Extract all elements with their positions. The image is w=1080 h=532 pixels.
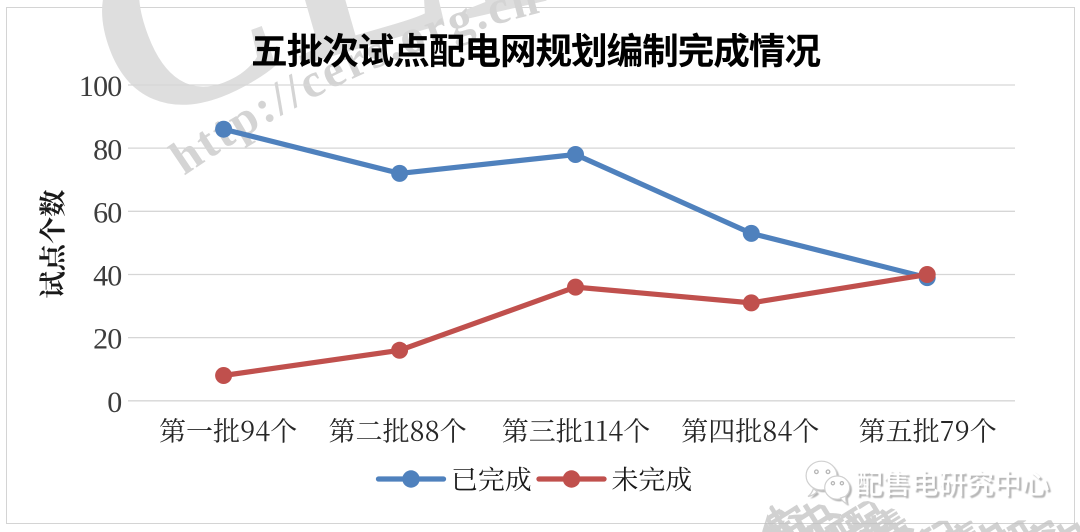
svg-text:100: 100 — [79, 70, 122, 103]
svg-text:0: 0 — [107, 386, 121, 419]
svg-text:60: 60 — [93, 196, 121, 229]
svg-text:40: 40 — [93, 260, 121, 293]
svg-text:20: 20 — [93, 323, 121, 356]
svg-text:80: 80 — [93, 133, 121, 166]
